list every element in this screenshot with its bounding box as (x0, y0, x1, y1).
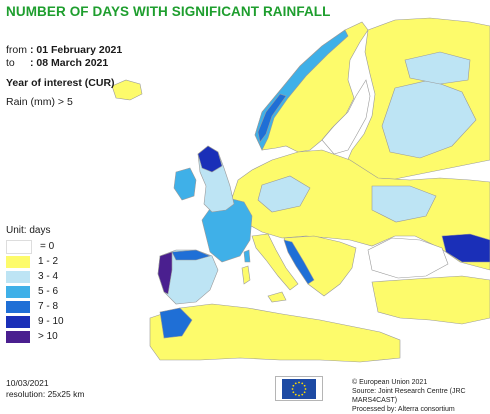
legend-item: 1 - 2 (6, 254, 64, 269)
legend-label: 1 - 2 (38, 256, 59, 267)
map-title: NUMBER OF DAYS WITH SIGNIFICANT RAINFALL (6, 4, 331, 19)
legend: Unit: days = 0 1 - 2 3 - 4 5 - 6 7 - 8 9… (6, 225, 64, 344)
legend-swatch (6, 330, 30, 343)
legend-item: = 0 (6, 239, 64, 254)
eu-star (303, 384, 306, 387)
from-row: from: 01 February 2021 (6, 44, 122, 57)
eu-star (294, 393, 297, 396)
map-region-turkey (371, 275, 490, 325)
processed-by: Processed by: Alterra consortium (352, 406, 455, 413)
eu-star (303, 390, 306, 393)
eu-star (298, 381, 300, 383)
eu-star (298, 394, 300, 396)
legend-label: 7 - 8 (38, 301, 59, 312)
source: Source: Joint Research Centre (JRC MARS4… (352, 388, 466, 404)
legend-item: 7 - 8 (6, 299, 64, 314)
eu-star (304, 387, 307, 390)
year-of-interest: Year of interest (CUR) (6, 77, 115, 89)
legend-label: > 10 (38, 331, 58, 342)
legend-swatch (6, 300, 30, 313)
map-region-iceland (111, 79, 143, 101)
to-date: : 08 March 2021 (30, 57, 109, 69)
credits: © European Union 2021 Source: Joint Rese… (352, 378, 490, 414)
legend-item: 3 - 4 (6, 269, 64, 284)
eu-flag-logo (275, 376, 323, 401)
legend-label: 9 - 10 (38, 316, 64, 327)
to-label: to (6, 57, 15, 69)
rainfall-map (111, 17, 490, 363)
map-region-ukraine-wet (371, 185, 437, 223)
legend-label: = 0 (40, 241, 55, 252)
footer-info: 10/03/2021 resolution: 25x25 km (6, 378, 84, 400)
legend-swatch (6, 270, 30, 283)
eu-flag-icon (282, 378, 316, 399)
copyright: © European Union 2021 (352, 379, 428, 386)
eu-star (292, 390, 295, 393)
map-region-ireland (173, 167, 197, 201)
period-info: from: 01 February 2021 to : 08 March 2021 (6, 44, 122, 70)
legend-label: 3 - 4 (38, 271, 59, 282)
eu-star (301, 381, 304, 384)
map-region-caucasus (441, 233, 490, 263)
map-region-germany-wet (257, 175, 311, 213)
legend-item: 5 - 6 (6, 284, 64, 299)
legend-swatch (6, 285, 30, 298)
eu-star (291, 387, 294, 390)
map-region-baltic-wet (404, 51, 471, 85)
map-region-baltic-sea (321, 79, 371, 155)
rain-threshold: Rain (mm) > 5 (6, 96, 73, 108)
resolution: resolution: 25x25 km (6, 389, 85, 399)
map-region-scotland-wet (197, 145, 223, 173)
map-region-italy (251, 233, 299, 291)
map-region-sicily (267, 291, 287, 303)
eu-star (301, 393, 304, 396)
issue-date: 10/03/2021 (6, 378, 49, 388)
map-region-iberia-north (171, 249, 211, 261)
map-region-black-sea (367, 237, 449, 279)
from-label: from (6, 44, 27, 56)
eu-star (292, 384, 295, 387)
map-region-morocco-wet (159, 307, 193, 339)
legend-label: 5 - 6 (38, 286, 59, 297)
legend-item: > 10 (6, 329, 64, 344)
eu-star (294, 381, 297, 384)
map-region-corsica (243, 249, 251, 263)
map-region-norway-coast (254, 29, 349, 151)
from-date: : 01 February 2021 (30, 44, 123, 56)
legend-swatch (6, 315, 30, 328)
map-region-sardinia (241, 265, 251, 285)
legend-swatch (6, 255, 30, 268)
legend-item: 9 - 10 (6, 314, 64, 329)
map-region-north-africa (149, 303, 401, 363)
to-row: to : 08 March 2021 (6, 57, 122, 70)
legend-swatch (6, 239, 32, 254)
legend-unit: Unit: days (6, 225, 51, 236)
map-region-adriatic-coast (283, 239, 315, 285)
map-region-balkans (283, 235, 357, 297)
map-region-norway-coast-heavy (257, 93, 287, 143)
